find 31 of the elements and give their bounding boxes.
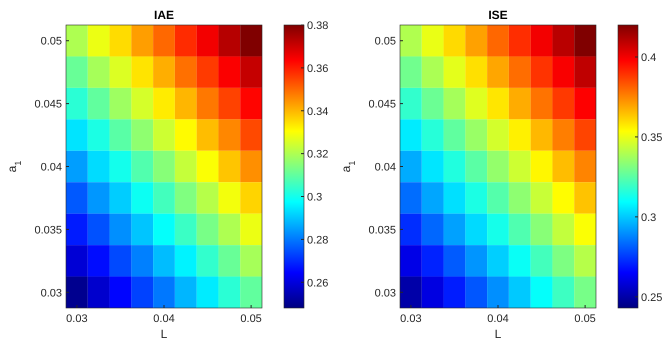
x-tick-label: 0.03 — [66, 313, 88, 325]
x-tick-label: 0.03 — [400, 313, 422, 325]
y-tick-label: 0.035 — [368, 224, 396, 236]
y-tick-label: 0.03 — [374, 287, 396, 300]
color-bar-label: 0.34 — [307, 106, 328, 118]
y-tick-label: 0.045 — [368, 98, 396, 111]
color-bar-label: 0.32 — [307, 148, 328, 161]
x-axis-title: L — [494, 327, 502, 341]
x-tick-label: 0.05 — [574, 313, 596, 325]
x-axis-title: L — [160, 327, 168, 341]
y-tick-label: 0.03 — [40, 287, 62, 300]
chart-title: IAE — [154, 8, 174, 22]
color-bar-label: 0.26 — [307, 277, 328, 290]
chart-title: ISE — [488, 8, 508, 22]
color-bar-label: 0.35 — [641, 132, 662, 144]
color-bar-label: 0.38 — [307, 20, 328, 32]
y-tick-label: 0.045 — [34, 98, 62, 111]
color-bar-label: 0.4 — [641, 52, 656, 64]
y-tick-label: 0.035 — [34, 224, 62, 236]
color-bar-label: 0.3 — [307, 192, 322, 204]
y-tick-label: 0.04 — [374, 162, 396, 174]
color-bar-label: 0.28 — [307, 234, 328, 246]
y-tick-label: 0.04 — [40, 162, 62, 174]
y-tick-label: 0.05 — [374, 36, 396, 48]
x-tick-label: 0.05 — [240, 313, 262, 325]
x-tick-label: 0.04 — [487, 313, 509, 325]
color-bar-label: 0.3 — [641, 212, 656, 224]
color-bar-label: 0.36 — [307, 62, 328, 75]
color-bar-label: 0.25 — [641, 292, 662, 304]
y-tick-label: 0.05 — [40, 36, 62, 48]
x-tick-label: 0.04 — [153, 313, 175, 325]
